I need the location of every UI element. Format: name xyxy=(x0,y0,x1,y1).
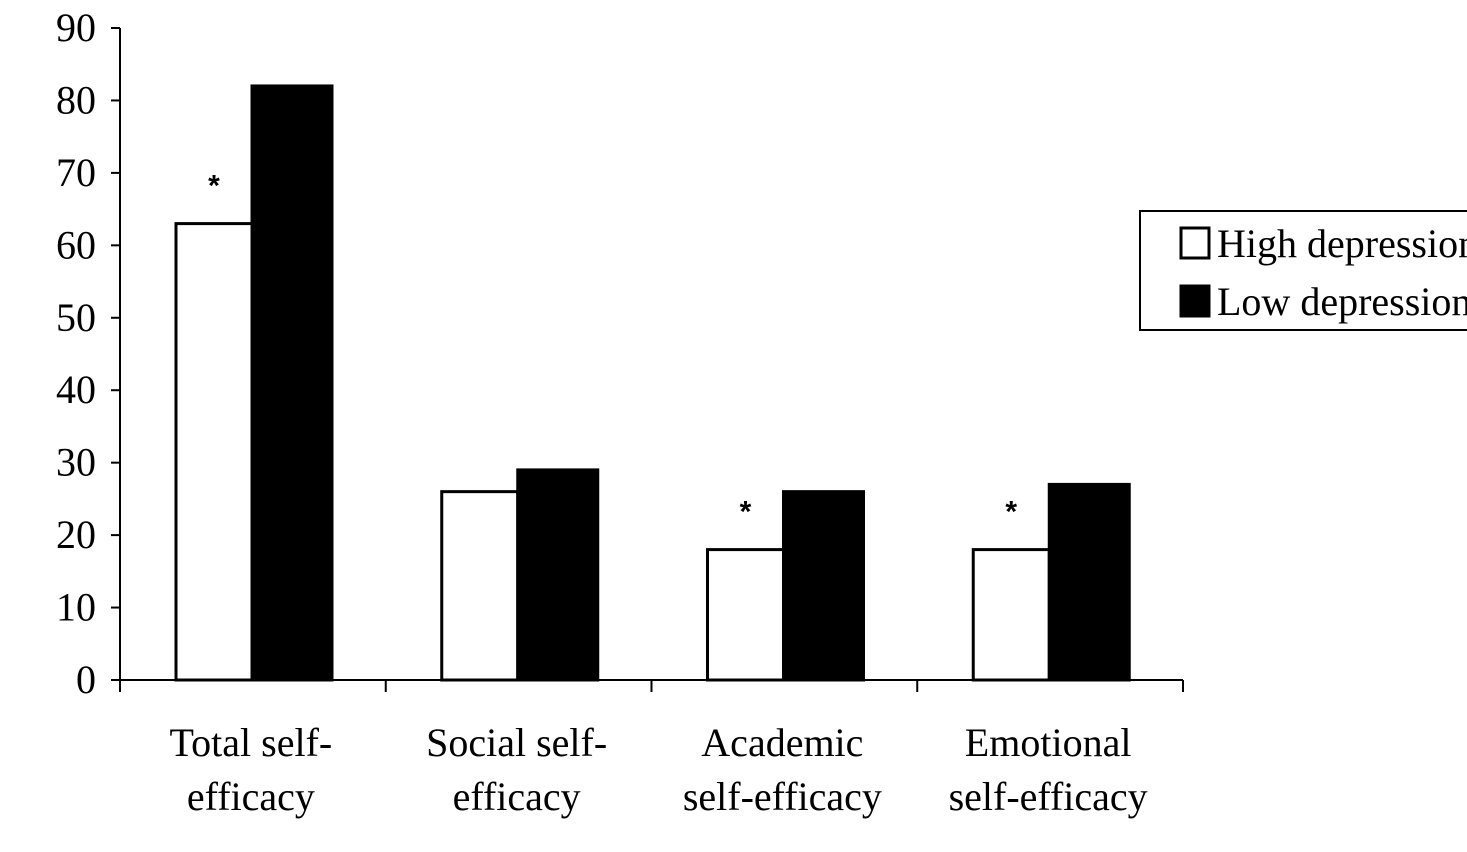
bar-high-depression xyxy=(440,490,520,682)
y-tick-label: 50 xyxy=(56,295,96,340)
legend-label: High depression xyxy=(1217,221,1467,266)
y-tick-label: 90 xyxy=(56,5,96,50)
legend-label: Low depression xyxy=(1217,279,1467,324)
x-category-label: self-efficacy xyxy=(949,774,1148,819)
bar-high-depression xyxy=(971,548,1051,682)
x-category-label: self-efficacy xyxy=(683,774,882,819)
chart-bars xyxy=(174,84,1131,682)
significance-star: * xyxy=(1005,496,1017,529)
bar-low-depression xyxy=(1047,482,1131,682)
y-tick-label: 70 xyxy=(56,150,96,195)
bar-high-depression xyxy=(174,222,254,682)
bar-low-depression xyxy=(250,84,334,682)
significance-marks: * * * xyxy=(208,170,1017,529)
legend-swatch-high-depression xyxy=(1179,226,1211,260)
y-tick-label: 40 xyxy=(56,367,96,412)
bar-low-depression xyxy=(516,468,600,682)
x-category-label: Social self- xyxy=(426,720,607,765)
x-category-label: Total self- xyxy=(170,720,333,765)
y-tick-label: 30 xyxy=(56,440,96,485)
bar-low-depression xyxy=(782,490,865,682)
chart-legend: High depression Low depression xyxy=(1139,210,1467,331)
y-tick-label: 80 xyxy=(56,77,96,122)
chart-axes: 0 10 20 30 40 50 60 70 80 90 xyxy=(56,5,1184,702)
x-category-label: Emotional xyxy=(965,720,1132,765)
x-category-label: efficacy xyxy=(187,774,315,819)
bar-high-depression xyxy=(706,548,785,682)
significance-star: * xyxy=(208,170,220,203)
significance-star: * xyxy=(740,496,752,529)
y-tick-label: 60 xyxy=(56,222,96,267)
y-tick-label: 0 xyxy=(76,657,96,702)
y-tick-label: 20 xyxy=(56,512,96,557)
x-axis-labels: Total self-efficacy Social self-efficacy A… xyxy=(170,720,1148,819)
x-category-label: Academic xyxy=(701,720,863,765)
legend-swatch-low-depression xyxy=(1179,284,1211,318)
y-tick-label: 10 xyxy=(56,585,96,630)
x-category-label: efficacy xyxy=(453,774,581,819)
